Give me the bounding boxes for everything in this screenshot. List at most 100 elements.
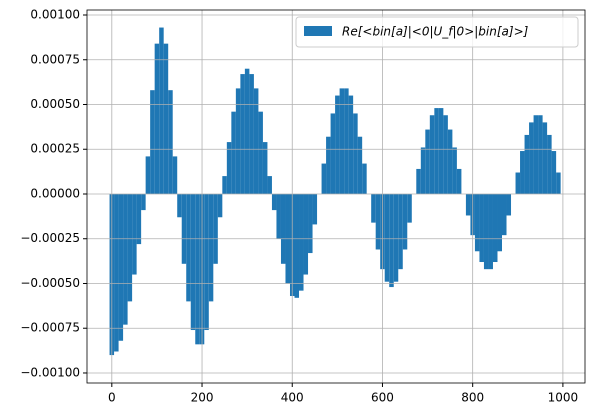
bar	[429, 115, 435, 194]
y-tick-label: 0.00000	[30, 186, 80, 200]
bar	[515, 172, 521, 194]
bar	[195, 193, 200, 345]
bar	[492, 193, 498, 263]
y-tick-label: −0.00100	[20, 365, 80, 379]
y-tick-label: 0.00100	[30, 8, 80, 22]
bar	[456, 168, 462, 194]
bar	[502, 193, 507, 236]
bar	[452, 147, 457, 194]
bar	[542, 122, 548, 194]
bar	[303, 193, 309, 275]
bar	[217, 193, 223, 218]
bar	[474, 193, 480, 252]
bar	[326, 136, 331, 194]
bar	[190, 193, 196, 331]
bar	[280, 193, 286, 264]
bar	[163, 43, 169, 194]
bar	[384, 193, 390, 282]
bar	[556, 172, 561, 194]
bar	[154, 43, 160, 194]
bar	[524, 134, 530, 194]
bar	[529, 122, 534, 194]
bar	[271, 193, 277, 211]
bar	[520, 151, 525, 194]
y-tick-label: −0.00075	[20, 321, 80, 335]
bar	[150, 90, 155, 194]
bar	[136, 193, 142, 245]
bar	[533, 115, 539, 194]
bar	[222, 176, 227, 194]
bar	[434, 108, 439, 194]
y-tick-label: −0.00050	[20, 276, 80, 290]
bar	[235, 88, 241, 194]
x-tick-label: 800	[461, 391, 484, 405]
bar	[465, 193, 471, 216]
bar	[393, 193, 399, 282]
x-tick-label: 1000	[548, 391, 579, 405]
bar	[172, 156, 178, 194]
bar	[538, 115, 543, 194]
bar	[262, 142, 268, 194]
bar	[551, 151, 557, 194]
bar	[114, 193, 119, 352]
bar	[186, 193, 191, 302]
bar	[240, 74, 245, 194]
bar	[123, 193, 128, 325]
bar	[226, 142, 232, 194]
legend-box	[295, 16, 579, 48]
y-tick-label: 0.00075	[30, 52, 80, 66]
bar	[398, 193, 403, 270]
bar	[375, 193, 381, 250]
bar	[348, 95, 354, 194]
bar	[267, 176, 272, 194]
bar	[308, 193, 313, 254]
bar	[118, 193, 124, 341]
bar	[438, 108, 444, 194]
x-tick-label: 0	[108, 391, 116, 405]
bar	[145, 156, 151, 194]
bar	[127, 193, 133, 302]
bar	[407, 193, 412, 223]
bar	[402, 193, 408, 250]
bar	[213, 193, 218, 264]
bar	[357, 136, 363, 194]
bar	[141, 193, 146, 211]
bar	[506, 193, 512, 216]
bar	[488, 193, 493, 270]
y-tick-label: 0.00050	[30, 97, 80, 111]
legend-swatch	[304, 26, 332, 36]
plot-frame	[86, 9, 586, 384]
bar	[258, 111, 263, 194]
bar	[497, 193, 502, 252]
bar	[425, 129, 430, 194]
bar	[443, 115, 448, 194]
bar	[168, 90, 173, 194]
y-tick-label: 0.00025	[30, 142, 80, 156]
bar	[299, 193, 304, 291]
bar	[231, 111, 236, 194]
bar	[344, 88, 349, 194]
bar	[330, 113, 336, 194]
bar	[547, 134, 552, 194]
x-tick-label: 400	[281, 391, 304, 405]
bar	[339, 88, 345, 194]
bar	[204, 193, 209, 331]
bar	[276, 193, 281, 239]
bar	[371, 193, 376, 223]
bar	[416, 168, 421, 194]
bar	[479, 193, 484, 263]
bar	[321, 163, 327, 194]
bar	[244, 68, 250, 194]
bar	[353, 113, 358, 194]
bar	[132, 193, 137, 275]
bar	[208, 193, 214, 302]
bar	[447, 129, 453, 194]
bar	[483, 193, 489, 270]
bar	[362, 163, 367, 194]
bar	[335, 95, 340, 194]
y-tick-label: −0.00025	[20, 231, 80, 245]
bar	[312, 193, 318, 225]
bar	[181, 193, 187, 264]
bar	[249, 74, 254, 194]
